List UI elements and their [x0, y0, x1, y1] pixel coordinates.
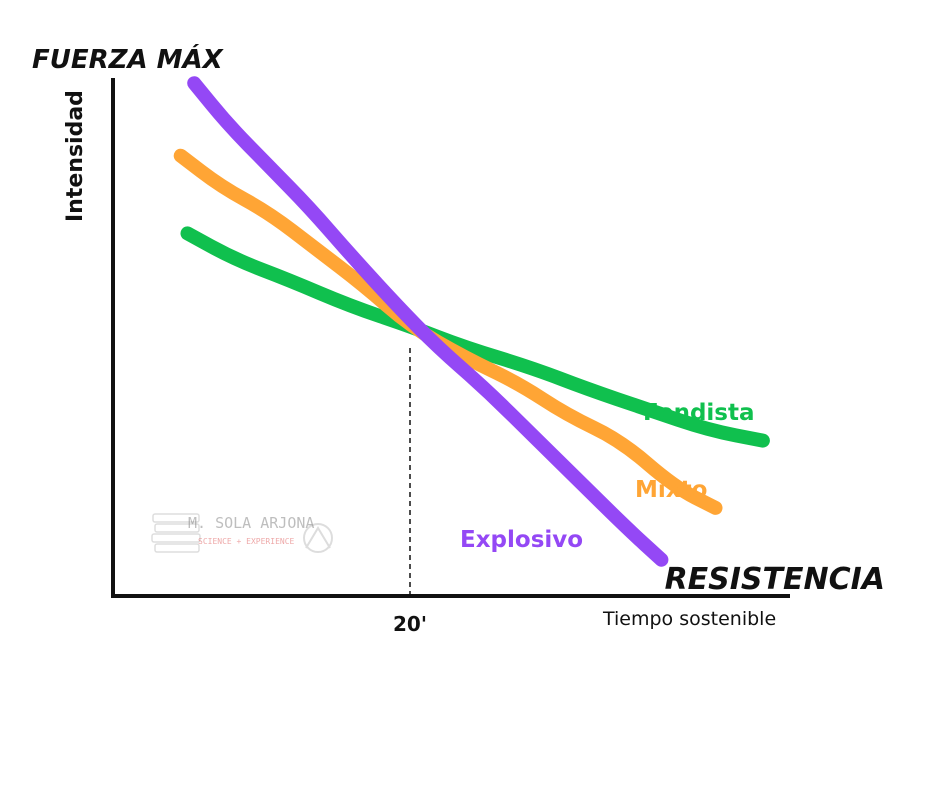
watermark-tagline: SCIENCE + EXPERIENCE — [198, 537, 295, 546]
watermark-name: M. SOLA ARJONA — [188, 514, 314, 532]
series-layer — [173, 76, 770, 567]
x-axis-sublabel: Tiempo sostenible — [602, 608, 776, 630]
series-label-fondista: Fondista — [643, 400, 755, 426]
series-line-mixto — [173, 148, 723, 515]
reference-label: 20' — [393, 612, 427, 636]
x-axis-label: RESISTENCIA — [665, 562, 885, 597]
chart-title: FUERZA MÁX — [32, 43, 225, 75]
y-axis-label: Intensidad — [63, 90, 88, 222]
scale-icon — [303, 523, 333, 553]
series-label-mixto: Mixto — [635, 477, 707, 503]
series-line-explosivo — [187, 76, 669, 567]
watermark — [151, 513, 333, 553]
series-label-explosivo: Explosivo — [460, 527, 583, 553]
books-icon — [151, 513, 201, 553]
